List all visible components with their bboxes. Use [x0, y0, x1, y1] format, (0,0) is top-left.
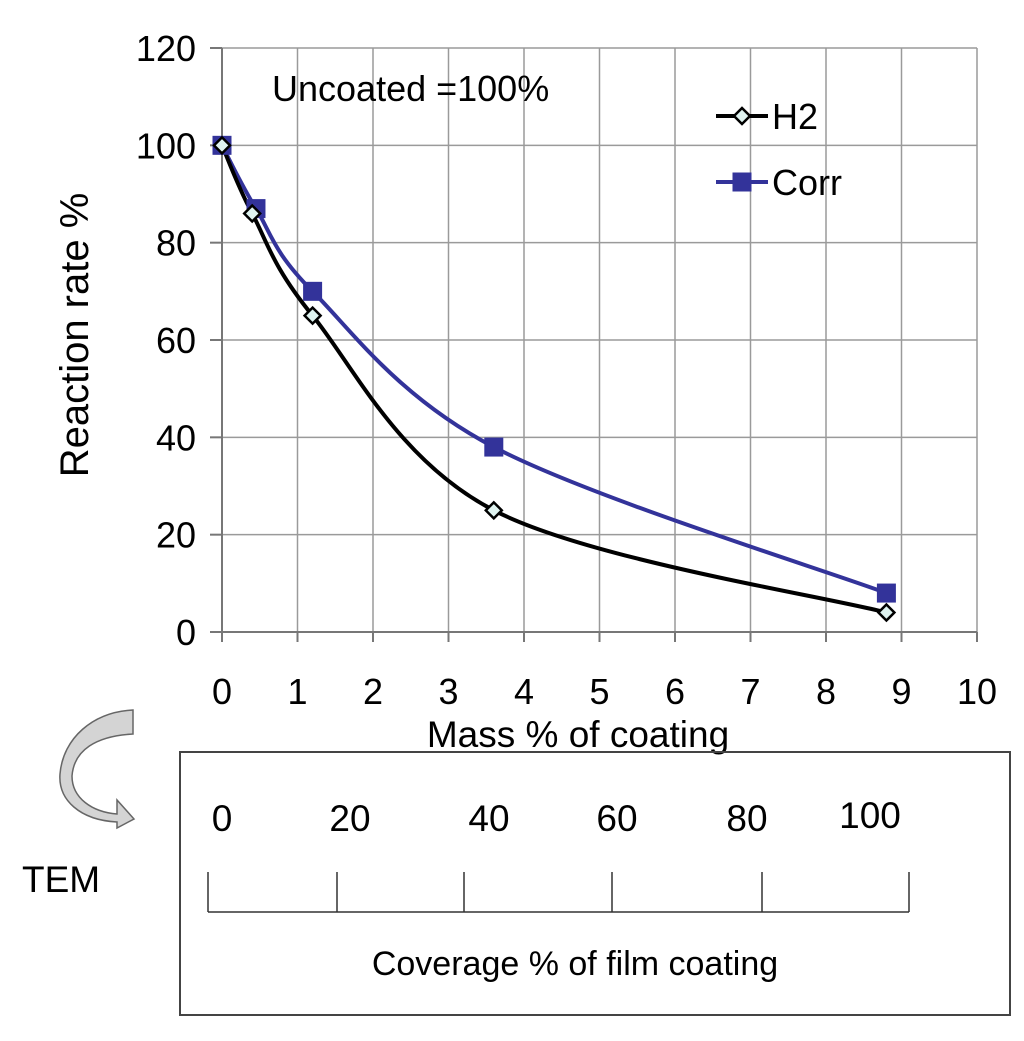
grid	[221, 47, 978, 633]
y-tick-label-1: 20	[156, 515, 196, 556]
x-tick-labels: 0 1 2 3 4 5 6 7 8 9 10	[212, 671, 997, 712]
series-line-h2	[220, 144, 887, 615]
data-point-corr-3	[484, 437, 504, 457]
data-point-h2-0	[212, 135, 232, 156]
y-tick-labels: 0 20 40 60 80 100 120	[136, 28, 196, 653]
series-layer	[212, 135, 897, 623]
data-point-h2-4	[876, 602, 897, 623]
legend-marker-h2	[732, 106, 752, 126]
x-tick-label-0: 0	[212, 671, 232, 712]
y-tick-label-6: 120	[136, 28, 196, 69]
y-tick-label-0: 0	[176, 612, 196, 653]
data-point-h2-2	[302, 305, 323, 326]
coverage-label-2: 40	[468, 798, 509, 839]
data-point-corr-4	[876, 583, 896, 603]
x-axis-label: Mass % of coating	[427, 714, 729, 755]
x-tick-label-2: 2	[363, 671, 383, 712]
series-line-corr	[220, 144, 888, 595]
curved-arrow-icon	[59, 709, 136, 830]
x-tick-label-10: 10	[957, 671, 997, 712]
curved-arrow-shape	[59, 709, 136, 830]
y-axis-label: Reaction rate %	[53, 193, 97, 478]
annotation-uncoated: Uncoated =100%	[272, 68, 549, 109]
coverage-label-3: 60	[596, 798, 637, 839]
x-tick-label-5: 5	[589, 671, 609, 712]
x-tick-label-3: 3	[438, 671, 458, 712]
data-point-corr-2	[303, 281, 323, 301]
y-tick-label-3: 60	[156, 320, 196, 361]
x-tick-label-8: 8	[816, 671, 836, 712]
legend-marker-corr	[732, 172, 752, 192]
coverage-label-4: 80	[726, 798, 767, 839]
tem-panel-frame	[179, 751, 1011, 1016]
axes	[210, 47, 978, 642]
x-tick-label-6: 6	[665, 671, 685, 712]
y-tick-label-4: 80	[156, 223, 196, 264]
x-tick-label-9: 9	[891, 671, 911, 712]
data-point-h2-1	[242, 203, 262, 224]
y-tick-label-5: 100	[136, 125, 196, 166]
tem-label: TEM	[22, 859, 100, 900]
legend-label-corr: Corr	[772, 162, 842, 203]
y-tick-label-2: 40	[156, 417, 196, 458]
x-tick-label-1: 1	[287, 671, 307, 712]
coverage-scale: 0 20 40 60 80 100	[207, 795, 910, 913]
coverage-label-1: 20	[329, 798, 370, 839]
coverage-caption: Coverage % of film coating	[372, 945, 778, 983]
coverage-label-5: 100	[839, 795, 901, 836]
legend: H2 Corr	[716, 96, 842, 203]
data-point-h2-3	[484, 500, 504, 521]
x-tick-label-7: 7	[740, 671, 760, 712]
x-tick-label-4: 4	[514, 671, 534, 712]
tem-panel: 0 20 40 60 80 100 Coverage % of film coating	[179, 751, 1011, 1016]
legend-label-h2: H2	[772, 96, 818, 137]
coverage-label-0: 0	[212, 798, 233, 839]
